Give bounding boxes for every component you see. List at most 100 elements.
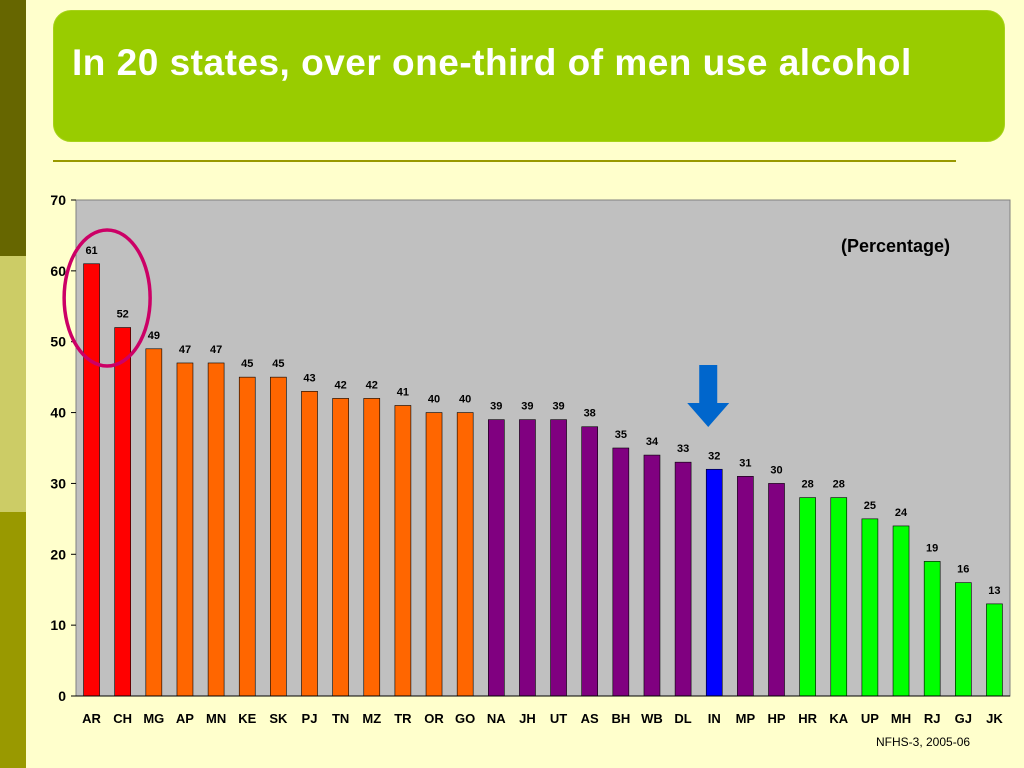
data-label-ap: 47 <box>179 344 191 356</box>
bar-ar <box>83 263 100 697</box>
data-label-bh: 35 <box>615 429 627 441</box>
side-band-middle <box>0 256 26 512</box>
x-tick-label-go: GO <box>455 711 475 726</box>
bar-mg <box>145 348 163 697</box>
x-tick-label-or: OR <box>424 711 444 726</box>
x-tick-label-na: NA <box>487 711 506 726</box>
bar-gj <box>954 582 972 697</box>
x-tick-label-mg: MG <box>143 711 164 726</box>
data-label-ut: 39 <box>552 401 564 413</box>
bar-go <box>456 412 474 697</box>
data-label-hr: 28 <box>802 479 814 491</box>
x-tick-label-ap: AP <box>176 711 194 726</box>
data-label-sk: 45 <box>272 358 284 370</box>
bar-tn <box>332 398 349 697</box>
x-tick-label-ka: KA <box>829 711 848 726</box>
bar-ut <box>550 419 567 697</box>
x-tick-label-ke: KE <box>238 711 256 726</box>
data-label-pj: 43 <box>303 372 315 384</box>
slide-title: In 20 states, over one-third of men use … <box>72 42 912 83</box>
y-tick-label: 60 <box>50 263 66 279</box>
y-tick-label: 70 <box>50 192 66 208</box>
x-tick-label-pj: PJ <box>302 711 318 726</box>
bar-ch <box>114 327 131 697</box>
data-label-ar: 61 <box>85 245 97 257</box>
data-label-jk: 13 <box>988 585 1000 597</box>
bar-bh <box>612 447 630 697</box>
x-tick-label-hr: HR <box>798 711 817 726</box>
x-tick-label-sk: SK <box>269 711 288 726</box>
side-band-bottom <box>0 512 26 768</box>
down-arrow-icon <box>687 365 730 427</box>
x-tick-label-ar: AR <box>82 711 101 726</box>
bar-up <box>861 518 879 697</box>
bar-hp <box>768 483 785 697</box>
data-label-ke: 45 <box>241 358 253 370</box>
bar-sk <box>270 376 287 697</box>
x-tick-label-gj: GJ <box>955 711 972 726</box>
bar-mp <box>737 476 754 697</box>
bar-na <box>487 419 505 697</box>
x-tick-label-mz: MZ <box>362 711 381 726</box>
bar-mz <box>363 398 381 697</box>
x-tick-label-bh: BH <box>611 711 630 726</box>
y-tick-label: 50 <box>50 334 66 350</box>
x-tick-label-mh: MH <box>891 711 911 726</box>
bar-mh <box>892 525 910 697</box>
bar-in <box>705 468 723 697</box>
highlight-circle <box>62 228 152 368</box>
bar-dl <box>674 461 692 697</box>
data-label-go: 40 <box>459 394 471 406</box>
data-label-up: 25 <box>864 500 876 512</box>
data-label-mn: 47 <box>210 344 222 356</box>
bar-tr <box>394 405 412 697</box>
x-tick-label-wb: WB <box>641 711 663 726</box>
data-label-ka: 28 <box>833 479 845 491</box>
data-label-mp: 31 <box>739 457 751 469</box>
data-label-dl: 33 <box>677 443 689 455</box>
data-label-mz: 42 <box>366 379 378 391</box>
plot-area <box>75 199 1011 697</box>
data-label-na: 39 <box>490 401 502 413</box>
percentage-annotation: (Percentage) <box>841 236 950 256</box>
data-label-wb: 34 <box>646 436 659 448</box>
bar-ka <box>830 497 848 697</box>
x-tick-label-in: IN <box>708 711 721 726</box>
bar-wb <box>643 454 661 697</box>
source-note: NFHS-3, 2005-06 <box>876 735 971 749</box>
bar-or <box>425 412 443 697</box>
x-tick-label-hp: HP <box>767 711 785 726</box>
title-divider <box>53 160 956 162</box>
data-label-jh: 39 <box>521 401 533 413</box>
x-tick-label-tr: TR <box>394 711 412 726</box>
x-tick-label-rj: RJ <box>924 711 941 726</box>
x-tick-label-mn: MN <box>206 711 226 726</box>
data-label-tr: 41 <box>397 386 409 398</box>
data-label-hp: 30 <box>770 464 782 476</box>
data-label-rj: 19 <box>926 542 938 554</box>
bar-rj <box>923 561 941 697</box>
y-tick-label: 40 <box>50 405 66 421</box>
data-label-in: 32 <box>708 450 720 462</box>
y-tick-label: 0 <box>58 688 66 704</box>
data-label-mh: 24 <box>895 507 908 519</box>
bar-mn <box>207 362 225 697</box>
data-label-mg: 49 <box>148 330 160 342</box>
data-label-gj: 16 <box>957 564 969 576</box>
x-tick-label-mp: MP <box>736 711 756 726</box>
y-tick-label: 20 <box>50 546 66 562</box>
x-tick-label-dl: DL <box>674 711 691 726</box>
x-tick-label-up: UP <box>861 711 879 726</box>
bar-chart: 0 10 20 30 40 50 60 70 61 AR 52 CH 49 MG 47 AP 47 MN 45 KE 4… <box>50 192 1011 726</box>
bar-jk <box>986 603 1003 697</box>
bar-jh <box>519 419 536 697</box>
x-tick-label-tn: TN <box>332 711 349 726</box>
x-tick-label-as: AS <box>581 711 599 726</box>
x-tick-label-ut: UT <box>550 711 567 726</box>
bar-pj <box>301 391 318 697</box>
bar-as <box>581 426 599 697</box>
bar-hr <box>799 497 816 697</box>
y-tick-label: 30 <box>50 475 66 491</box>
side-band-top <box>0 0 26 256</box>
bar-ke <box>238 376 256 697</box>
